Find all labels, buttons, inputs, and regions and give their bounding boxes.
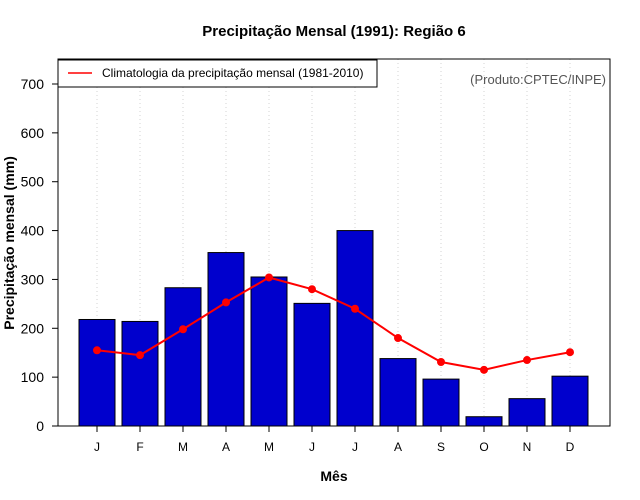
climatology-point-5 [308, 285, 316, 294]
bar-O-9 [465, 416, 503, 427]
climatology-line-series [93, 273, 574, 374]
x-tick-label-5: J [309, 440, 315, 454]
x-tick-label-11: D [566, 440, 575, 454]
climatology-point-8 [437, 357, 445, 366]
bar-D-11 [551, 375, 589, 427]
source-annotation: (Produto:CPTEC/INPE) [470, 72, 606, 87]
y-tick-label-600: 600 [21, 125, 45, 141]
bar-F-1 [121, 320, 159, 427]
climatology-point-9 [480, 365, 488, 374]
y-tick-label-400: 400 [21, 223, 45, 239]
climatology-point-3 [222, 298, 230, 307]
y-axis-label: Precipitação mensal (mm) [1, 156, 17, 330]
climatology-point-7 [394, 334, 402, 343]
y-tick-label-100: 100 [21, 369, 45, 385]
bar-M-4 [250, 276, 288, 427]
climatology-point-11 [566, 348, 574, 357]
bar-J-0 [78, 318, 116, 427]
x-tick-label-8: S [437, 440, 445, 454]
climatology-point-6 [351, 304, 359, 313]
bar-series [78, 230, 589, 427]
climatology-point-0 [93, 346, 101, 355]
x-tick-label-9: O [479, 440, 488, 454]
y-tick-label-500: 500 [21, 174, 45, 190]
x-tick-label-3: A [222, 440, 230, 454]
climatology-line [96, 276, 571, 371]
bar-N-10 [508, 398, 546, 427]
y-tick-label-700: 700 [21, 76, 45, 92]
y-tick-label-0: 0 [36, 418, 44, 434]
legend: Climatologia da precipitação mensal (198… [57, 59, 378, 88]
y-tick-label-300: 300 [21, 271, 45, 287]
x-tick-label-0: J [94, 440, 100, 454]
legend-entry-climatology: Climatologia da precipitação mensal (198… [102, 66, 363, 80]
x-tick-label-10: N [523, 440, 532, 454]
x-tick-label-7: A [394, 440, 402, 454]
climatology-point-1 [136, 351, 144, 360]
climatology-point-4 [265, 273, 273, 282]
y-tick-label-200: 200 [21, 320, 45, 336]
x-tick-label-1: F [136, 440, 143, 454]
x-tick-label-2: M [178, 440, 188, 454]
legend-box [57, 59, 378, 88]
y-axis: 0 100 200 300 400 500 600 700 [21, 76, 58, 434]
bar-J-6 [336, 230, 374, 427]
x-tick-label-4: M [264, 440, 274, 454]
bar-A-7 [379, 358, 417, 427]
x-axis-label: Mês [320, 468, 347, 484]
climatology-point-2 [179, 325, 187, 334]
bar-S-8 [422, 378, 460, 427]
plot-frame [57, 58, 611, 427]
climatology-point-10 [523, 356, 531, 365]
bar-A-3 [207, 252, 245, 427]
bar-J-5 [293, 302, 331, 427]
bar-M-2 [164, 287, 202, 427]
x-tick-label-6: J [352, 440, 358, 454]
chart-title: Precipitação Mensal (1991): Região 6 [202, 23, 465, 40]
